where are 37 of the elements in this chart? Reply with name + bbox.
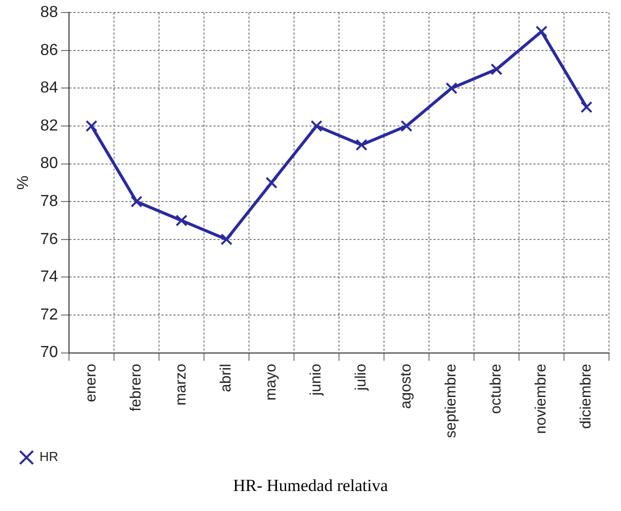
y-axis-title: % [15,176,32,190]
y-tick-label: 78 [40,193,58,210]
y-tick-label: 76 [40,230,58,248]
point [446,82,458,94]
y-tick-label: 88 [40,4,58,22]
x-tick-label: agosto [398,364,415,409]
point [580,101,592,114]
point [86,120,98,132]
x-tick-label: octubre [488,364,505,414]
point [176,214,188,226]
y-tick-label: 84 [40,80,58,97]
point [310,120,322,132]
point [130,196,142,208]
point [400,120,412,132]
y-tick-label: 80 [40,155,58,172]
y-tick-label: 70 [40,344,58,362]
y-tick-label: 82 [40,117,58,134]
x-tick-label: junio [308,364,325,396]
legend-label: HR [40,449,58,464]
y-tick-label: 74 [40,268,58,286]
x-tick-label: septiembre [442,364,460,438]
point [356,138,368,151]
x-tick-label: abril [218,364,235,392]
x-tick-label: mayo [262,364,280,400]
x-tick-label: febrero [128,364,145,412]
x-tick-label: enero [82,364,100,402]
x-tick-label: noviembre [532,364,550,434]
point [490,63,502,76]
y-tick-label: 86 [40,42,58,59]
point [220,233,232,246]
point [266,176,278,189]
point [536,26,548,38]
x-tick-label: marzo [172,364,190,406]
text: HR- Humedad relativa [232,476,389,496]
x-tick-label: diciembre [578,364,595,429]
y-tick-label: 72 [40,306,58,324]
x-tick-label: julio [352,364,370,392]
